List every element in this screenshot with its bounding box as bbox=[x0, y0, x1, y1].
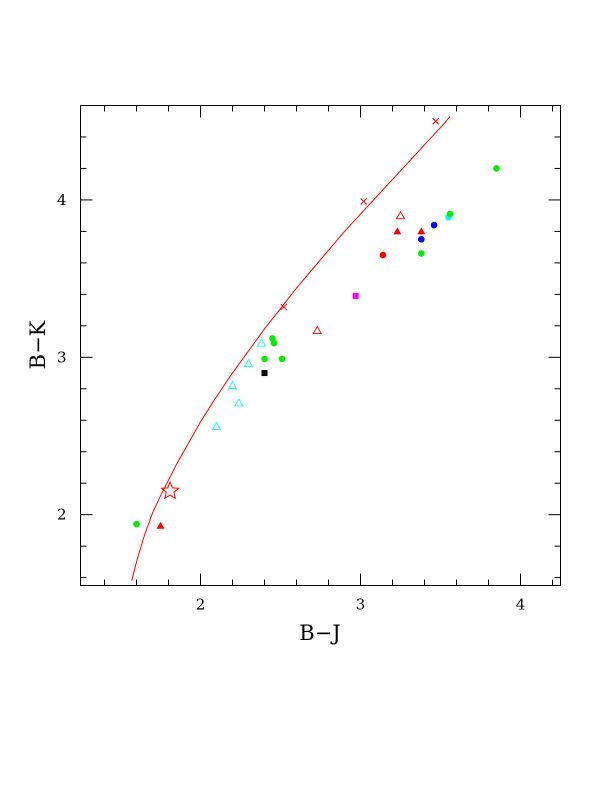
data-point-triangle-open bbox=[256, 338, 267, 347]
y-tick-label: 4 bbox=[57, 191, 67, 209]
plot-frame bbox=[80, 105, 561, 586]
data-point-circle bbox=[261, 355, 268, 363]
data-point-square bbox=[352, 292, 359, 299]
y-axis-title: B−K bbox=[26, 320, 50, 369]
data-point-triangle-filled bbox=[417, 227, 426, 235]
tick-labels: 2 3 4 2 3 4 bbox=[57, 191, 525, 614]
data-point-triangle-open bbox=[227, 380, 238, 390]
data-point-triangle-filled bbox=[393, 227, 402, 235]
y-tick-label: 2 bbox=[57, 506, 67, 524]
data-point-triangle-filled bbox=[156, 521, 165, 529]
y-tick-label: 3 bbox=[57, 348, 67, 366]
data-point-triangle-open bbox=[243, 358, 254, 368]
curve-cross-marker bbox=[280, 303, 288, 311]
curve-cross-marker bbox=[360, 198, 368, 205]
axis-ticks bbox=[80, 105, 561, 586]
data-point-triangle-open bbox=[312, 325, 323, 334]
data-point-triangle-open bbox=[395, 210, 406, 220]
x-tick-label: 3 bbox=[356, 596, 366, 614]
star-marker bbox=[160, 480, 180, 500]
x-tick-label: 4 bbox=[516, 596, 526, 614]
data-point-triangle-open bbox=[234, 398, 244, 407]
data-point-circle bbox=[133, 520, 140, 528]
data-point-circle bbox=[278, 355, 286, 363]
data-point-square bbox=[261, 370, 268, 377]
x-axis-title: B−J bbox=[299, 621, 340, 645]
data-point-circle bbox=[270, 339, 278, 347]
model-curve-line bbox=[131, 116, 451, 581]
data-point-circle bbox=[418, 250, 425, 257]
data-point-circle bbox=[446, 210, 454, 218]
data-point-circle bbox=[418, 235, 425, 243]
data-point-triangle-open bbox=[211, 421, 222, 430]
curve-cross-marker bbox=[432, 117, 440, 125]
x-tick-label: 2 bbox=[196, 596, 206, 614]
data-point-circle bbox=[379, 251, 387, 259]
model-curve bbox=[131, 116, 451, 581]
data-point-circle bbox=[493, 165, 500, 172]
data-points bbox=[133, 165, 500, 529]
data-point-circle bbox=[430, 221, 438, 229]
